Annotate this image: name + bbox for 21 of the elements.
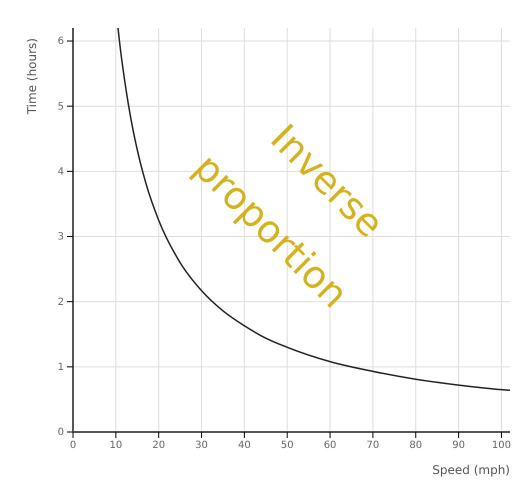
y-tick-label: 6 <box>58 36 64 48</box>
x-tick-label: 20 <box>152 440 166 452</box>
y-tick-label: 3 <box>58 232 64 243</box>
x-tick-label: 0 <box>70 440 76 452</box>
line-series <box>117 27 511 392</box>
x-tick-label: 50 <box>280 440 294 452</box>
y-tick-label: 0 <box>58 427 64 438</box>
x-tick-label: 70 <box>366 440 380 452</box>
y-tick-label: 2 <box>58 296 64 308</box>
x-tick-label: 40 <box>238 440 251 452</box>
x-axis-title: Speed (mph) <box>432 463 510 477</box>
x-tick-label: 90 <box>452 440 465 452</box>
x-tick-label: 10 <box>109 440 122 452</box>
y-axis-title: Time (hours) <box>25 38 39 116</box>
y-tick-label: 1 <box>58 362 64 374</box>
x-tick-label: 30 <box>195 440 208 452</box>
x-tick-label: 100 <box>492 440 511 452</box>
y-tick-label: 5 <box>58 101 64 112</box>
x-tick-label: 80 <box>409 440 422 452</box>
x-tick-label: 60 <box>324 440 336 452</box>
y-tick-label: 4 <box>58 166 64 178</box>
